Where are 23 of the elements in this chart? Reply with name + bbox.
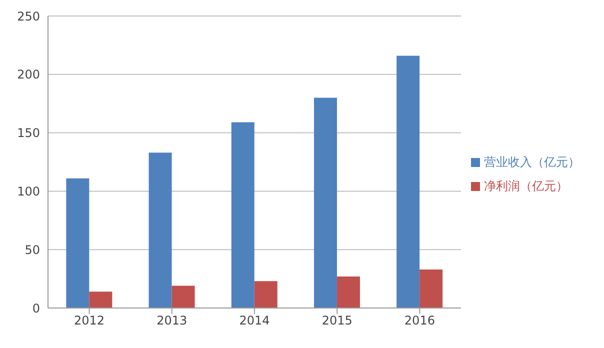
x-tick-label: 2015 (322, 314, 352, 328)
bar (231, 122, 254, 308)
y-tick-label: 250 (17, 9, 40, 24)
bar (172, 286, 195, 308)
y-tick-label: 200 (17, 68, 40, 82)
bar (396, 56, 420, 308)
legend-label: 营业收入（亿元） (484, 155, 580, 169)
y-tick-label: 100 (17, 184, 40, 198)
x-tick-label: 2012 (74, 314, 105, 328)
bar (89, 292, 112, 308)
bar (420, 269, 443, 308)
y-tick-label: 0 (32, 301, 40, 316)
y-tick-label: 50 (24, 242, 40, 257)
bar (336, 276, 360, 308)
bar (254, 281, 278, 308)
bar (66, 178, 90, 308)
y-tick-label: 150 (17, 126, 40, 140)
bar (314, 98, 337, 308)
x-tick-label: 2014 (239, 314, 270, 328)
legend-label: 净利润（亿元） (484, 179, 568, 193)
x-tick-label: 2016 (404, 314, 435, 328)
x-tick-label: 2013 (156, 314, 188, 328)
bar (148, 152, 172, 308)
